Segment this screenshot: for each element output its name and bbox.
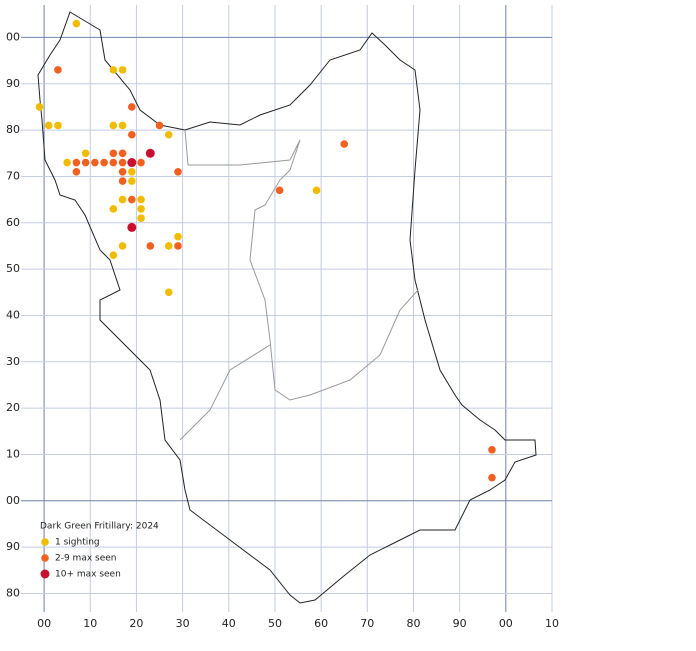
grid (21, 5, 553, 612)
record-dot (54, 66, 62, 74)
record-dot (109, 149, 118, 158)
records (35, 19, 496, 482)
y-tick-label: 10 (6, 447, 20, 460)
record-dot (174, 232, 182, 241)
record-dot (137, 205, 145, 213)
record-dot (155, 121, 164, 130)
record-dot (174, 168, 182, 176)
record-dot (72, 19, 81, 28)
record-dot (127, 158, 137, 168)
legend-label: 10+ max seen (55, 570, 121, 580)
record-dot (118, 158, 127, 167)
record-dot (81, 149, 90, 158)
legend: 1 sighting 2-9 max seen 10+ max seen (40, 538, 121, 580)
record-dot (164, 288, 173, 297)
county-outline (37, 11, 537, 604)
legend-swatch (41, 538, 49, 546)
y-tick-label: 80 (6, 586, 20, 599)
record-dot (128, 130, 136, 139)
record-dot (137, 214, 145, 222)
record-dot (128, 195, 136, 204)
record-dot (81, 158, 90, 167)
x-tick-label: 10 (545, 617, 559, 630)
legend-swatch (40, 569, 50, 579)
y-tick-label: 90 (6, 540, 20, 553)
record-dot (72, 158, 81, 167)
x-tick-label: 10 (83, 617, 97, 630)
y-tick-label: 20 (6, 401, 20, 414)
record-dot (118, 66, 127, 74)
record-dot (137, 158, 145, 167)
y-tick-label: 00 (6, 30, 20, 43)
record-dot (100, 158, 108, 167)
record-dot (174, 242, 182, 250)
record-dot (35, 103, 44, 111)
x-tick-label: 80 (406, 617, 420, 630)
x-tick-label: 40 (222, 617, 236, 630)
x-tick-label: 20 (129, 617, 143, 630)
record-dot (54, 121, 62, 130)
record-dot (118, 242, 127, 250)
record-dot (312, 186, 321, 195)
record-dot (109, 66, 118, 74)
record-dot (63, 158, 71, 167)
record-dot (109, 205, 118, 213)
record-dot (488, 473, 496, 482)
y-tick-label: 00 (6, 494, 20, 507)
x-tick-label: 90 (453, 617, 467, 630)
record-dot (44, 121, 53, 130)
record-dot (118, 177, 127, 185)
record-dot (128, 168, 136, 176)
legend-label: 1 sighting (55, 538, 100, 548)
record-dot (109, 121, 118, 130)
legend-title: Dark Green Fritillary: 2024 (40, 522, 159, 532)
legend-label: 2-9 max seen (55, 554, 117, 564)
record-dot (488, 446, 496, 454)
record-dot (128, 103, 136, 111)
y-tick-label: 30 (6, 355, 20, 368)
record-dot (275, 186, 284, 195)
y-tick-label: 50 (6, 262, 20, 275)
record-dot (164, 130, 173, 139)
record-dot (118, 195, 127, 204)
record-dot (137, 195, 145, 204)
record-dot (128, 177, 136, 185)
legend-swatch (41, 554, 49, 562)
y-tick-label: 40 (6, 308, 20, 321)
record-dot (109, 251, 118, 260)
x-tick-label: 60 (314, 617, 328, 630)
y-tick-label: 60 (6, 216, 20, 229)
y-tick-label: 80 (6, 123, 20, 136)
record-dot (145, 148, 155, 158)
x-tick-label: 00 (37, 617, 51, 630)
record-dot (118, 121, 127, 130)
record-dot (146, 242, 155, 250)
y-tick-label: 90 (6, 77, 20, 90)
x-tick-label: 00 (499, 617, 513, 630)
record-dot (118, 149, 127, 158)
record-dot (72, 168, 81, 176)
x-tick-label: 30 (176, 617, 190, 630)
record-dot (340, 140, 349, 148)
district-boundary (184, 129, 419, 401)
y-tick-label: 70 (6, 169, 20, 182)
x-tick-label: 50 (268, 617, 282, 630)
record-dot (118, 168, 127, 176)
x-tick-label: 70 (360, 617, 374, 630)
record-dot (109, 158, 118, 167)
record-dot (127, 222, 137, 232)
record-dot (91, 158, 99, 167)
district-boundary (179, 344, 271, 441)
record-dot (164, 242, 173, 250)
